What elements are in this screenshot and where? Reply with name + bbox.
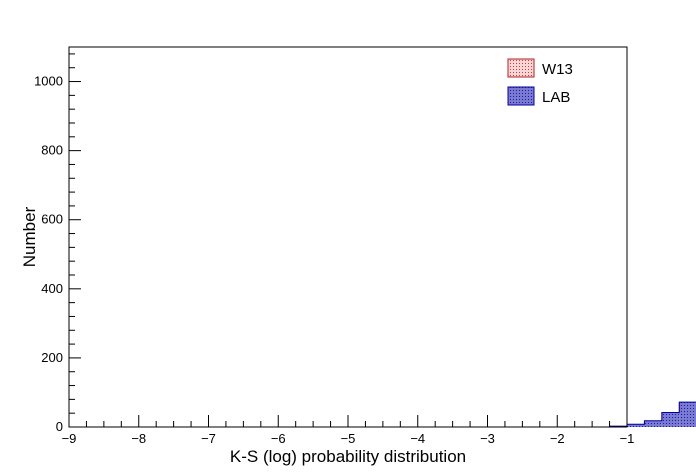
- y-axis: 0 200 400 600 800 1000: [34, 53, 81, 434]
- w13-outline: [69, 402, 696, 428]
- y-tick-label: 0: [56, 419, 63, 434]
- legend: W13 LAB: [507, 58, 573, 106]
- y-axis-title: Number: [20, 206, 39, 267]
- x-tick-label: −4: [410, 431, 425, 446]
- lab-outline: [69, 401, 696, 428]
- x-tick-label: −2: [550, 431, 565, 446]
- legend-swatch-lab: [507, 86, 535, 106]
- x-axis-title: K-S (log) probability distribution: [230, 447, 466, 466]
- lab-bar: [627, 424, 645, 427]
- x-tick-label: −7: [201, 431, 216, 446]
- y-tick-label: 1000: [34, 74, 63, 89]
- x-tick-label: −1: [620, 431, 635, 446]
- legend-label-w13: W13: [542, 61, 573, 78]
- lab-bar: [679, 402, 696, 427]
- y-tick-label: 400: [41, 281, 63, 296]
- lab-series: [69, 401, 696, 428]
- lab-bar: [644, 420, 662, 427]
- x-tick-label: −6: [271, 431, 286, 446]
- x-tick-label: −3: [480, 431, 495, 446]
- x-tick-label: −5: [341, 431, 356, 446]
- y-tick-label: 600: [41, 212, 63, 227]
- y-tick-label: 200: [41, 350, 63, 365]
- legend-label-lab: LAB: [542, 89, 570, 106]
- x-tick-label: −8: [131, 431, 146, 446]
- w13-series: [69, 402, 696, 428]
- legend-swatch-w13: [507, 58, 535, 78]
- x-axis: −9 −8 −7 −6 −5 −4 −3 −2 −1: [62, 415, 635, 446]
- lab-bar: [661, 412, 680, 427]
- x-tick-label: −9: [62, 431, 77, 446]
- y-tick-label: 800: [41, 143, 63, 158]
